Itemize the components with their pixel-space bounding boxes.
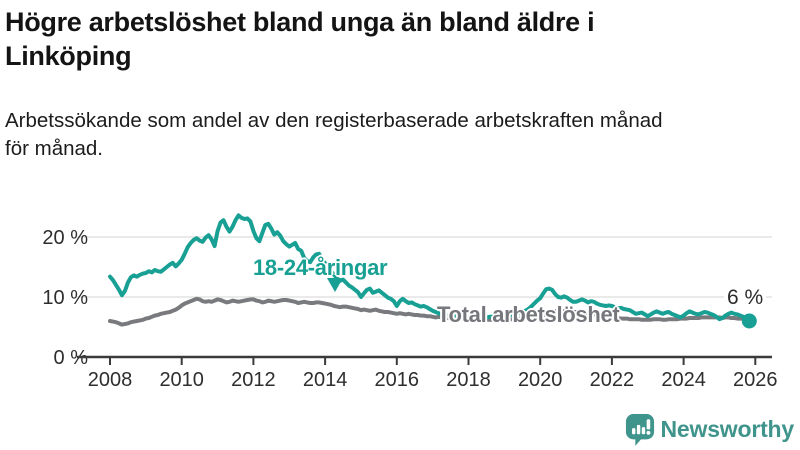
total-series-label: Total arbetslöshet (437, 302, 620, 327)
subtitle-line-2: för månad. (5, 137, 103, 160)
newsworthy-brand-name: Newsworthy (660, 415, 795, 442)
title-line-1: Högre arbetslöshet bland unga än bland ä… (5, 7, 595, 37)
svg-text:0 %: 0 % (54, 347, 89, 369)
svg-text:2024: 2024 (661, 369, 706, 391)
title-line-2: Linköping (5, 41, 132, 71)
svg-text:2018: 2018 (446, 369, 491, 391)
svg-text:2020: 2020 (518, 369, 563, 391)
svg-text:2008: 2008 (88, 369, 133, 391)
chart-subtitle: Arbetssökande som andel av den registerb… (5, 107, 795, 163)
svg-text:2012: 2012 (231, 369, 276, 391)
svg-text:2026: 2026 (733, 369, 778, 391)
newsworthy-logo-icon (625, 413, 654, 446)
subtitle-line-1: Arbetssökande som andel av den registerb… (5, 109, 663, 132)
svg-text:10 %: 10 % (42, 287, 88, 309)
svg-text:2016: 2016 (375, 369, 420, 391)
svg-text:2014: 2014 (303, 369, 348, 391)
youth-series-label: 18-24-åringar (253, 255, 388, 280)
svg-text:2010: 2010 (159, 369, 204, 391)
end-value-label: 6 % (724, 286, 767, 310)
svg-text:2022: 2022 (590, 369, 635, 391)
page-title: Högre arbetslöshet bland unga än bland ä… (5, 5, 765, 73)
down-arrow-icon (327, 278, 343, 292)
newsworthy-branding: Newsworthy (625, 412, 794, 446)
svg-text:20 %: 20 % (42, 227, 88, 249)
